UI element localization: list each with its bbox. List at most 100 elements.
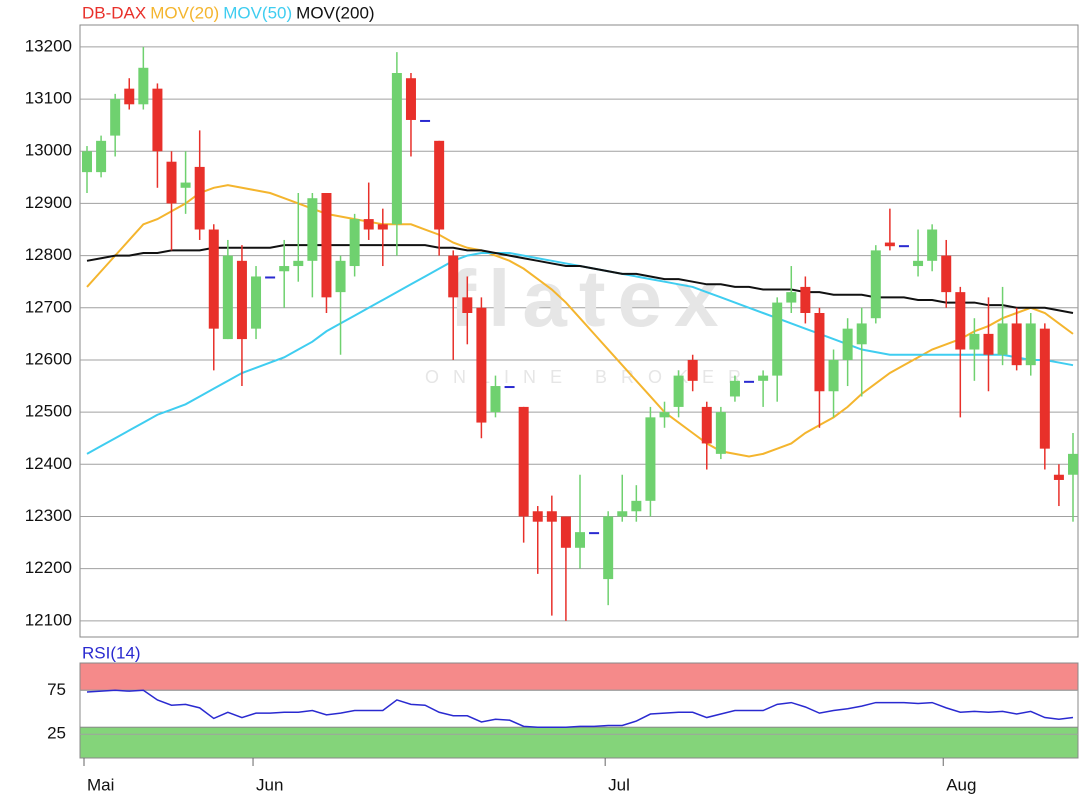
candle-body	[546, 511, 557, 522]
candle-body	[363, 219, 374, 230]
candle-body	[251, 276, 262, 329]
candle-body	[321, 193, 332, 298]
candle-body	[673, 375, 684, 407]
candle-body	[1068, 453, 1078, 475]
candle-body	[589, 532, 600, 535]
candle-body	[744, 380, 755, 383]
candle-body	[560, 516, 571, 548]
ma-line	[86, 244, 1074, 314]
candle-body	[138, 67, 149, 105]
candle-body	[391, 73, 402, 225]
candle-body	[208, 229, 219, 329]
x-tick-label: Mai	[87, 775, 114, 794]
rsi-tick-label: 25	[47, 724, 66, 743]
candle-body	[997, 323, 1008, 355]
candle-body	[800, 286, 811, 313]
candle-body	[180, 182, 191, 188]
rsi-line	[86, 689, 1074, 728]
y-tick-label: 12200	[25, 558, 72, 577]
rsi-tick-label: 75	[47, 680, 66, 699]
candle-body	[603, 516, 614, 580]
candle-body	[293, 260, 304, 267]
watermark: flatex	[450, 254, 731, 343]
candle-body	[166, 161, 177, 204]
candle-body	[729, 380, 740, 397]
candle-body	[279, 266, 290, 272]
oversold-zone	[79, 726, 1079, 759]
candle-body	[927, 229, 938, 261]
candle-body	[814, 313, 825, 392]
candle-body	[969, 333, 980, 350]
candle-body	[518, 406, 529, 517]
candle-body	[701, 406, 712, 444]
overbought-zone	[79, 662, 1079, 691]
chart-title: DB-DAX	[82, 3, 146, 22]
y-tick-label: 13000	[25, 141, 72, 160]
candle-body	[645, 417, 656, 501]
candle-body	[617, 511, 628, 517]
candle-body	[377, 224, 388, 230]
candle-body	[448, 255, 459, 298]
candle-body	[490, 386, 501, 413]
candle-body	[983, 333, 994, 355]
candle-body	[96, 140, 107, 173]
candle-body	[532, 511, 543, 522]
candle-body	[82, 151, 92, 173]
legend-entry: MOV(200)	[296, 3, 374, 22]
candle-body	[786, 292, 797, 303]
y-tick-label: 13200	[25, 36, 72, 55]
candle-body	[898, 245, 909, 248]
y-tick-label: 12900	[25, 193, 72, 212]
candle-body	[307, 198, 318, 261]
y-tick-label: 12700	[25, 297, 72, 316]
candle-body	[476, 307, 487, 423]
y-tick-label: 12800	[25, 245, 72, 264]
candle-body	[772, 302, 783, 376]
candle-body	[405, 78, 416, 120]
rsi-label: RSI(14)	[82, 643, 141, 662]
candle-body	[884, 242, 895, 247]
candle-body	[194, 166, 205, 230]
candle-body	[941, 255, 952, 293]
candle-body	[715, 412, 726, 454]
candle-body	[828, 359, 839, 392]
candle-body	[856, 323, 867, 345]
legend-entry: MOV(50)	[223, 3, 292, 22]
x-tick-label: Jun	[256, 775, 283, 794]
candle-body	[236, 260, 247, 340]
candle-body	[504, 386, 515, 389]
candle-body	[687, 359, 698, 381]
candle-body	[265, 276, 276, 279]
candle-body	[1039, 328, 1050, 449]
candle-body	[349, 219, 360, 267]
y-tick-label: 12600	[25, 349, 72, 368]
y-tick-label: 12300	[25, 506, 72, 525]
y-tick-label: 13100	[25, 89, 72, 108]
candle-body	[462, 297, 473, 313]
candle-body	[434, 140, 445, 230]
candle-body	[631, 500, 642, 512]
candle-body	[575, 532, 585, 548]
candle-body	[420, 119, 431, 122]
candle-body	[152, 88, 163, 152]
x-tick-label: Aug	[946, 775, 976, 794]
candle-body	[659, 412, 670, 418]
candle-body	[222, 255, 233, 340]
ma-line	[86, 184, 1074, 458]
candle-body	[124, 88, 135, 105]
watermark-sub: ONLINE BROKER	[425, 367, 755, 387]
candle-body	[913, 260, 924, 267]
candle-body	[1011, 323, 1022, 366]
y-tick-label: 12500	[25, 402, 72, 421]
y-tick-label: 12100	[25, 610, 72, 629]
candle-body	[842, 328, 853, 360]
candle-body	[335, 260, 346, 293]
candle-body	[1053, 474, 1064, 480]
x-tick-label: Jul	[608, 775, 630, 794]
candle-body	[870, 250, 881, 319]
legend-entry: MOV(20)	[150, 3, 219, 22]
candle-body	[1025, 323, 1036, 366]
candle-body	[110, 99, 121, 136]
y-tick-label: 12400	[25, 454, 72, 473]
